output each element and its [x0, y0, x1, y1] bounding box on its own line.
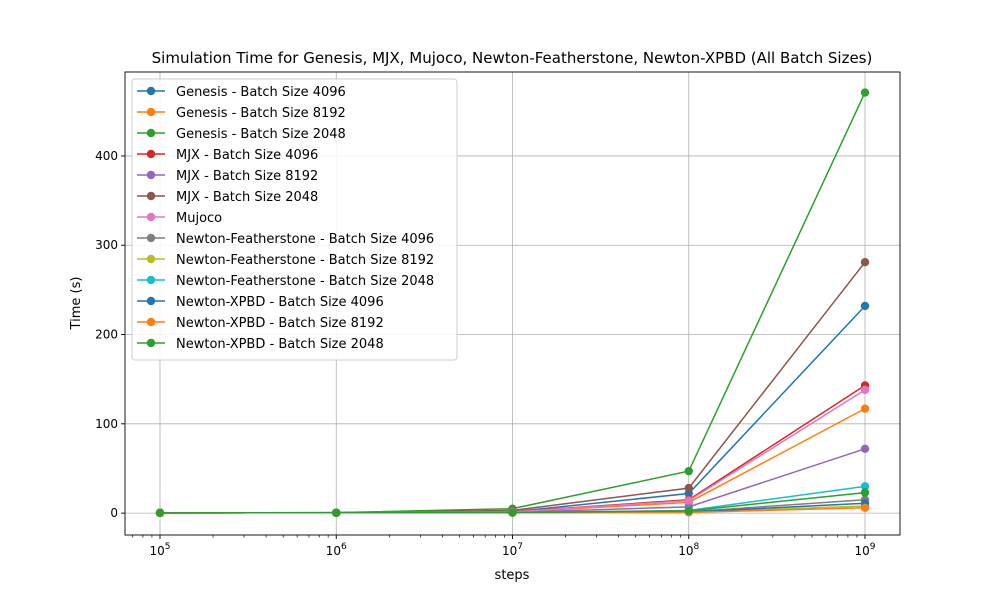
legend-label: Mujoco	[176, 211, 222, 226]
legend-swatch-marker	[146, 338, 156, 348]
legend-item: Newton-Featherstone - Batch Size 2048	[137, 274, 434, 289]
legend-swatch-marker	[146, 86, 156, 96]
y-axis-label: Time (s)	[69, 277, 84, 331]
legend-swatch-marker	[146, 296, 156, 306]
legend-label: MJX - Batch Size 2048	[176, 190, 318, 205]
data-point	[860, 404, 870, 413]
legend-item: MJX - Batch Size 8192	[137, 169, 318, 184]
legend-item: Mujoco	[137, 211, 222, 226]
legend-label: Newton-XPBD - Batch Size 4096	[176, 295, 384, 310]
y-axis-ticks: 0 100 200 300 400	[95, 149, 125, 520]
legend-item: MJX - Batch Size 2048	[137, 190, 318, 205]
data-point	[860, 503, 870, 512]
legend-swatch-marker	[146, 107, 156, 117]
series-layer	[155, 88, 870, 518]
x-tick-label: 107	[502, 542, 523, 558]
data-point	[860, 482, 870, 491]
data-point	[860, 488, 870, 497]
y-tick-label: 100	[95, 417, 118, 431]
legend-swatch-marker	[146, 233, 156, 243]
chart-title: Simulation Time for Genesis, MJX, Mujoco…	[152, 49, 873, 67]
y-tick-label: 300	[95, 238, 118, 252]
y-tick-label: 400	[95, 149, 118, 163]
legend-item: Newton-XPBD - Batch Size 4096	[137, 295, 384, 310]
legend-label: MJX - Batch Size 4096	[176, 148, 318, 163]
legend-swatch-marker	[146, 254, 156, 264]
data-point	[155, 508, 165, 518]
legend-item: Genesis - Batch Size 8192	[137, 106, 346, 121]
legend: Genesis - Batch Size 4096 Genesis - Batch…	[131, 78, 458, 361]
legend-swatch-marker	[146, 170, 156, 180]
legend-swatch-marker	[146, 275, 156, 285]
data-point	[684, 466, 693, 476]
x-tick-label: 108	[678, 542, 699, 558]
legend-label: Newton-XPBD - Batch Size 2048	[176, 337, 384, 352]
x-axis-label: steps	[495, 568, 530, 583]
legend-item: Newton-XPBD - Batch Size 2048	[137, 337, 384, 352]
data-point	[684, 496, 693, 505]
legend-label: Genesis - Batch Size 4096	[176, 85, 346, 100]
x-tick-label: 105	[149, 542, 170, 558]
legend-item: MJX - Batch Size 4096	[137, 148, 318, 163]
legend-swatch-marker	[146, 212, 156, 222]
data-point	[332, 508, 341, 517]
legend-label: Newton-Featherstone - Batch Size 8192	[176, 253, 434, 268]
legend-label: Newton-Featherstone - Batch Size 2048	[176, 274, 434, 289]
data-point	[860, 258, 870, 267]
data-point	[860, 301, 870, 311]
legend-swatch-marker	[146, 149, 156, 159]
x-tick-label: 109	[854, 542, 875, 558]
legend-item: Genesis - Batch Size 4096	[137, 85, 346, 100]
legend-item: Genesis - Batch Size 2048	[137, 127, 346, 142]
legend-label: Newton-Featherstone - Batch Size 4096	[176, 232, 434, 247]
x-tick-label: 106	[326, 542, 347, 558]
legend-box	[131, 78, 458, 361]
legend-label: Genesis - Batch Size 8192	[176, 106, 346, 121]
x-axis-ticks: 105 106 107 108 109	[149, 535, 876, 558]
legend-swatch-marker	[146, 317, 156, 327]
data-point	[860, 444, 870, 454]
data-point	[684, 506, 693, 516]
legend-swatch-marker	[146, 128, 156, 138]
data-point	[860, 88, 870, 97]
data-point	[860, 385, 870, 395]
minor-ticks	[132, 535, 858, 538]
legend-swatch-marker	[146, 191, 156, 201]
y-tick-label: 0	[110, 506, 118, 520]
legend-label: Genesis - Batch Size 2048	[176, 127, 346, 142]
y-tick-label: 200	[95, 328, 118, 342]
data-point	[684, 483, 693, 493]
legend-item: Newton-Featherstone - Batch Size 4096	[137, 232, 434, 247]
legend-item: Newton-XPBD - Batch Size 8192	[137, 316, 384, 331]
legend-label: Newton-XPBD - Batch Size 8192	[176, 316, 384, 331]
legend-item: Newton-Featherstone - Batch Size 8192	[137, 253, 434, 268]
series	[155, 488, 870, 518]
legend-label: MJX - Batch Size 8192	[176, 169, 318, 184]
data-point	[508, 508, 517, 517]
